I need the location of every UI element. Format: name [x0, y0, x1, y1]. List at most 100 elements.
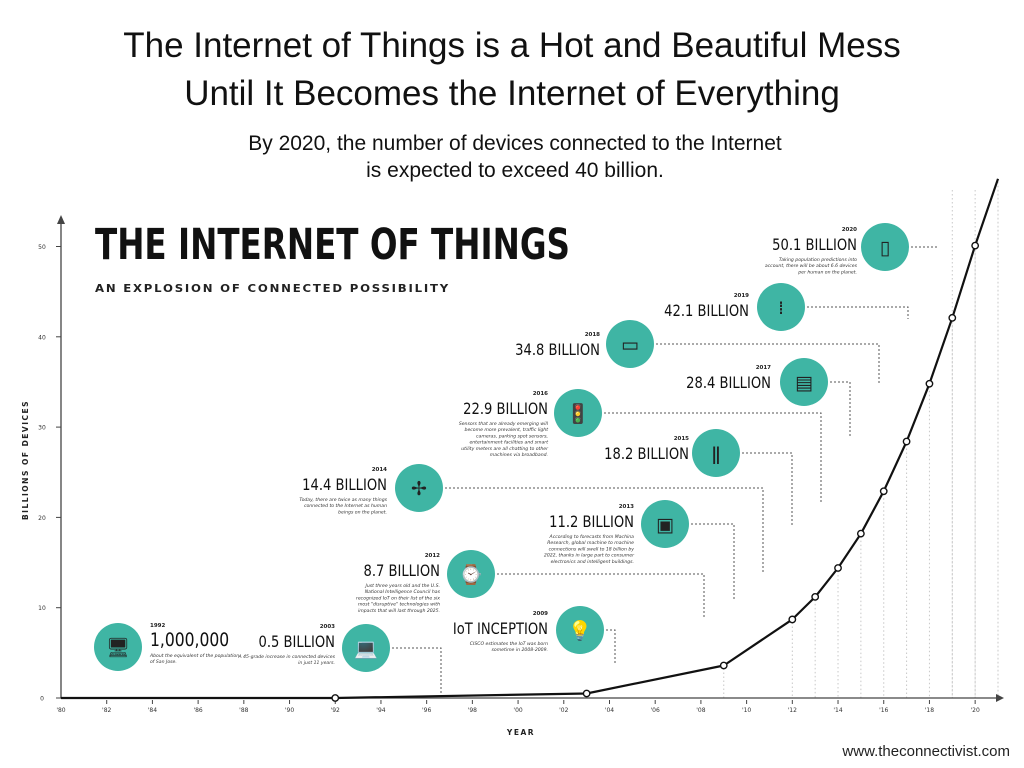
slide-subtitle-line-2: is expected to exceed 40 billion. — [366, 159, 664, 182]
annotation-2014: ✢ 2014 14.4 BILLION Today, there are twice … — [299, 464, 443, 515]
annotation-body-line: connections will swell to 18 billion by — [549, 546, 635, 552]
data-point — [925, 379, 934, 388]
smart-lock-icon: ▯ — [880, 237, 890, 259]
wind-turbine-icon: ✢ — [411, 478, 427, 500]
annotation-leader-line — [742, 452, 793, 527]
annotation-body-line: 2022, thanks in large part to consumer — [544, 553, 635, 559]
annotation-body-line: utility meters are all chatting to other — [461, 446, 549, 452]
y-tick-label: 40 — [38, 334, 46, 341]
data-point — [834, 564, 842, 572]
annotation-leader-line — [392, 647, 442, 693]
icon-badge — [556, 606, 604, 654]
annotation-2018: ▭ 2018 34.8 BILLION — [515, 320, 654, 368]
annotation-body-line: account, there will be about 6.6 devices — [765, 263, 858, 269]
x-tick-label: '04 — [605, 707, 614, 714]
annotation-year: 2003 — [320, 624, 335, 630]
annotation-leader-line — [830, 381, 851, 436]
x-tick-label: '00 — [513, 707, 522, 714]
annotation-headline: 18.2 BILLION — [604, 445, 689, 464]
y-tick-label: 0 — [40, 696, 44, 703]
x-tick-label: '06 — [651, 707, 660, 714]
thermostat-icon: ▭ — [621, 334, 639, 356]
annotation-2012: ⌚ 2012 8.7 BILLION Just three years old and… — [356, 550, 495, 614]
data-point — [902, 437, 911, 446]
annotation-body-line: of San Jose. — [150, 659, 177, 665]
lightbulb-icon: 💡 — [568, 619, 592, 642]
annotation-2016: 🚦 2016 22.9 BILLION Sensors that are alread… — [459, 389, 602, 458]
annotation-leader-line — [911, 245, 938, 248]
annotation-headline: 0.5 BILLION — [258, 633, 335, 652]
data-points — [331, 241, 980, 702]
annotation-body-line: in just 11 years. — [298, 660, 335, 666]
annotation-body-line: per human on the planet. — [797, 269, 857, 275]
y-tick-label: 30 — [38, 425, 46, 432]
microwave-icon: ▤ — [795, 372, 813, 394]
icon-badge — [757, 283, 805, 331]
annotation-body-line: About the equivalent of the population — [149, 653, 239, 659]
data-point — [788, 615, 797, 624]
annotation-body-line: impacts that will last through 2025. — [358, 608, 440, 614]
annotation-year: 2019 — [734, 293, 749, 299]
annotation-body-line: cameras, parking spot sensors, — [476, 433, 548, 439]
annotation-body-line: According to forecasts from Machina — [549, 534, 635, 540]
data-point — [331, 694, 340, 702]
annotation-2003: 💻 2003 0.5 BILLION A 45-grade increase in c… — [238, 624, 390, 672]
annotation-body-line: electronics and intelligent buildings. — [551, 559, 634, 565]
x-tick-label: '98 — [468, 707, 477, 714]
icon-badge — [606, 320, 654, 368]
annotation-body-line: Taking population predictions into — [779, 257, 857, 263]
icon-badge — [861, 223, 909, 271]
slide-subtitle-line-1: By 2020, the number of devices connected… — [248, 132, 782, 155]
chart-grid — [723, 181, 999, 698]
annotation-2019: ⁞ 2019 42.1 BILLION — [664, 283, 805, 331]
annotation-body-line: National Intelligence Council has — [365, 589, 441, 595]
icon-badge — [641, 500, 689, 548]
annotation-leaders — [392, 245, 938, 693]
x-tick-label: '80 — [56, 707, 65, 714]
annotation-headline: 42.1 BILLION — [664, 302, 749, 321]
icon-badge — [447, 550, 495, 598]
annotation-body-line: Today, there are twice as many things — [299, 497, 387, 503]
annotation-leader-line — [604, 412, 822, 502]
x-axis-title: YEAR — [506, 728, 535, 737]
annotation-body-line: Just three years old and the U.S. — [364, 583, 440, 589]
icon-badge — [342, 624, 390, 672]
x-tick-label: '18 — [925, 707, 934, 714]
annotation-body-line: connected to the Internet as human — [304, 503, 387, 509]
annotation-year: 2017 — [756, 365, 771, 371]
source-credit: www.theconnectivist.com — [842, 743, 1010, 760]
icon-badge — [780, 358, 828, 406]
series-line — [61, 178, 1000, 700]
x-tick-label: '16 — [879, 707, 888, 714]
data-point — [582, 689, 591, 698]
annotation-2020: ▯ 2020 50.1 BILLION Taking population predi… — [765, 223, 909, 275]
slide-title-line-1: The Internet of Things is a Hot and Beau… — [123, 26, 901, 65]
annotation-leader-line — [691, 523, 735, 599]
annotation-year: 2014 — [372, 467, 387, 473]
x-tick-label: '20 — [970, 707, 979, 714]
chart-text: 0 10 20 30 40 50 '80 '82 '84 '86 '88 '90 '92 '94 '96 '9… — [21, 220, 980, 737]
icon-badge — [94, 623, 142, 671]
data-point — [719, 661, 728, 670]
annotation-body-line: CISCO estimates the IoT was born — [470, 641, 548, 647]
y-tick-label: 20 — [38, 515, 46, 522]
x-tick-label: '88 — [239, 707, 248, 714]
annotation-body-line: beings on the planet. — [338, 509, 387, 515]
annotation-headline: 14.4 BILLION — [302, 476, 387, 495]
annotation-year: 2012 — [425, 553, 440, 559]
icon-badge — [554, 389, 602, 437]
traffic-light-icon: 🚦 — [566, 402, 590, 425]
annotation-leader-line — [656, 343, 880, 383]
annotation-body-line: A 45-grade increase in connected devices — [238, 654, 336, 660]
annotation-headline: 11.2 BILLION — [549, 513, 634, 532]
icon-badge — [395, 464, 443, 512]
data-point — [971, 241, 980, 250]
annotation-headline: IoT INCEPTION — [453, 620, 548, 639]
annotation-year: 2020 — [842, 227, 857, 233]
annotation-year: 2015 — [674, 436, 689, 442]
annotation-body-line: Sensors that are already emerging will — [459, 421, 549, 427]
x-tick-label: '94 — [376, 707, 385, 714]
annotation-headline: 1,000,000 — [150, 630, 229, 652]
